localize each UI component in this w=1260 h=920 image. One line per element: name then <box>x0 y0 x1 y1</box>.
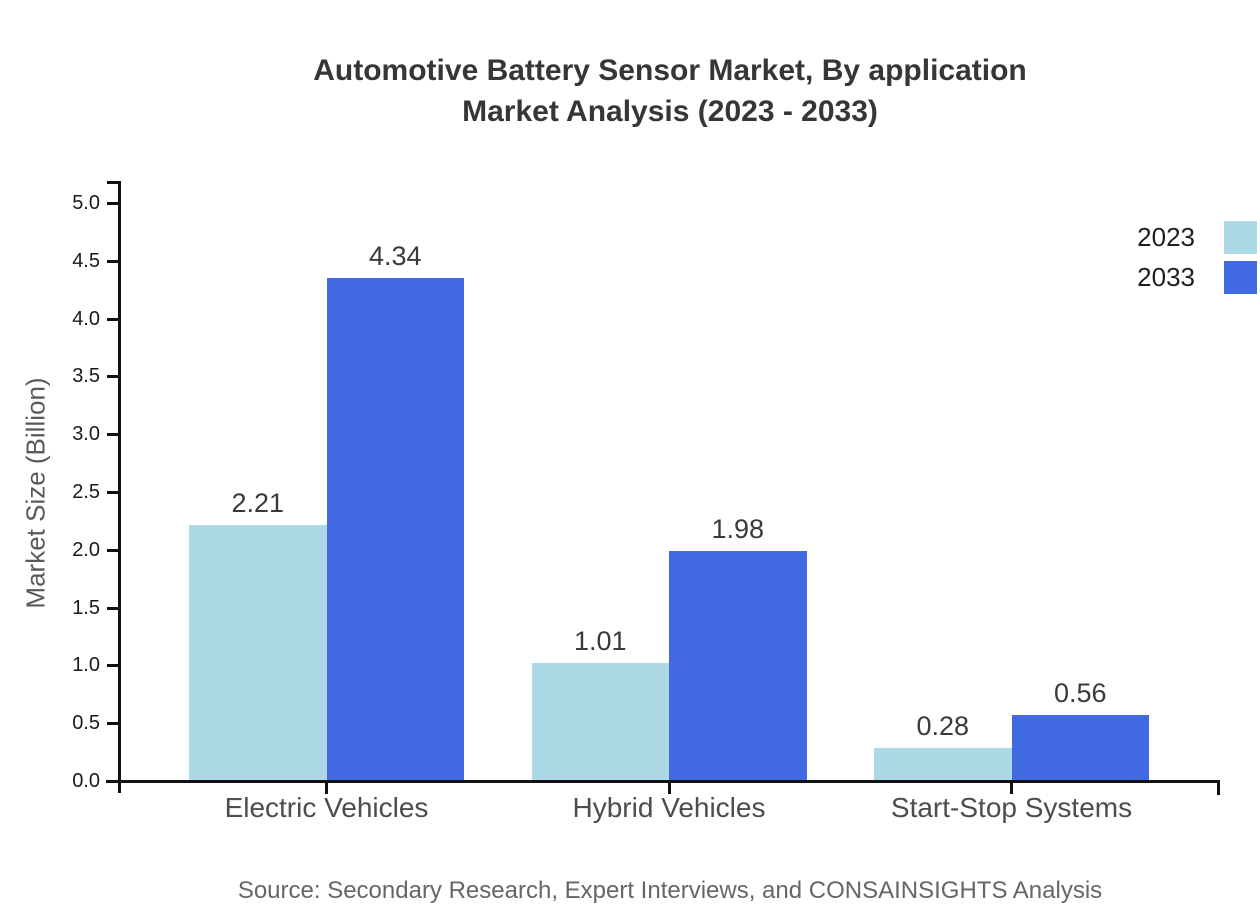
y-tick <box>107 433 120 437</box>
chart-title-line1: Automotive Battery Sensor Market, By app… <box>313 54 1027 87</box>
y-tick <box>107 780 120 783</box>
y-tick <box>107 317 120 321</box>
bar-2023-start-stop-systems <box>874 747 1012 780</box>
category-label-start-stop-systems: Start-Stop Systems <box>890 792 1133 823</box>
x-tick <box>667 783 671 794</box>
y-tick-label: 0.0 <box>72 770 100 792</box>
legend-item-2023: 2023 <box>1000 221 1257 254</box>
legend-item-2033: 2033 <box>1000 261 1257 294</box>
y-tick <box>107 375 120 379</box>
y-tick-label: 1.5 <box>72 596 100 619</box>
bar-value-label: 1.01 <box>573 626 627 657</box>
x-axis-end-cap <box>1217 780 1220 795</box>
bar-2033-electric-vehicles <box>326 278 464 780</box>
y-axis-top-cap <box>107 181 120 184</box>
y-tick-label: 2.0 <box>72 538 100 561</box>
y-tick <box>107 548 120 552</box>
y-tick-label: 5.0 <box>72 192 100 214</box>
bar-value-label: 4.34 <box>368 241 422 272</box>
y-tick-label: 4.5 <box>72 249 100 272</box>
chart-title: Automotive Battery Sensor Market, By app… <box>70 50 1260 132</box>
source-note: Source: Secondary Research, Expert Inter… <box>237 877 1103 904</box>
chart-title-line2: Market Analysis (2023 - 2033) <box>462 95 878 128</box>
y-tick-label: 2.5 <box>72 481 100 503</box>
y-tick <box>107 606 120 610</box>
y-tick-label: 3.0 <box>72 423 100 446</box>
legend-swatch-2033 <box>1224 261 1257 294</box>
bar-2033-hybrid-vehicles <box>669 551 807 780</box>
bar-2023-electric-vehicles <box>189 524 327 780</box>
y-tick <box>107 202 120 205</box>
y-tick <box>107 259 120 263</box>
category-label-electric-vehicles: Electric Vehicles <box>224 792 429 823</box>
y-tick-label: 1.0 <box>72 654 100 677</box>
category-label-hybrid-vehicles: Hybrid Vehicles <box>572 792 766 823</box>
y-tick-label: 0.5 <box>72 712 100 735</box>
bar-value-label: 2.21 <box>231 487 285 518</box>
y-tick <box>107 722 120 726</box>
legend-label-2023: 2023 <box>1137 222 1195 252</box>
bar-2023-hybrid-vehicles <box>531 663 669 780</box>
bar-value-label: 0.28 <box>916 710 970 741</box>
y-tick <box>107 491 120 494</box>
y-axis-spine <box>118 181 121 793</box>
x-tick <box>1010 783 1013 794</box>
bar-value-label: 0.56 <box>1053 678 1107 709</box>
y-tick-label: 4.0 <box>72 307 100 330</box>
bar-2033-start-stop-systems <box>1011 715 1149 780</box>
legend-swatch-2023 <box>1224 221 1257 254</box>
y-tick-label: 3.5 <box>72 365 100 388</box>
x-tick <box>325 783 328 794</box>
y-tick <box>107 664 120 668</box>
legend-label-2033: 2033 <box>1137 262 1195 292</box>
bar-value-label: 1.98 <box>711 514 765 545</box>
x-axis-spine <box>106 780 1220 783</box>
